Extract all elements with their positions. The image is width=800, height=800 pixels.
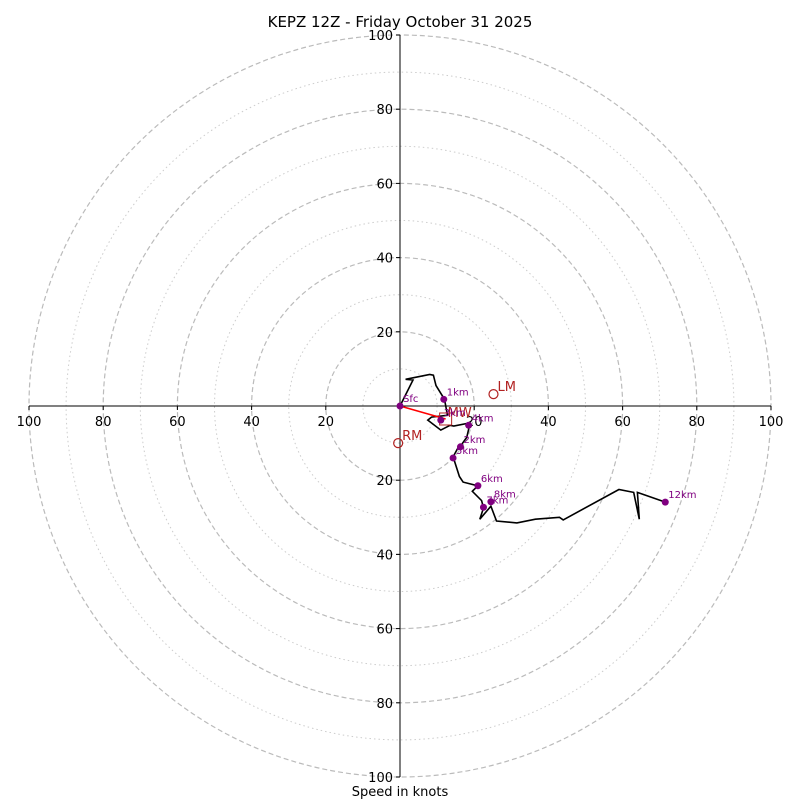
storm-motion-label: RM xyxy=(402,429,422,444)
storm-motion-marker xyxy=(488,389,499,400)
y-tick-label: 80 xyxy=(376,103,393,118)
y-tick-label: 40 xyxy=(376,252,393,267)
x-axis-label: Speed in knots xyxy=(352,785,449,800)
height-point xyxy=(437,416,445,424)
height-point-label: 8km xyxy=(494,490,516,501)
height-point-label: 4km xyxy=(472,413,494,424)
x-tick-label: 20 xyxy=(318,415,335,430)
tick-labels: 100 80 60 40 20 20 40 60 80 100100806040202040608… xyxy=(17,29,784,786)
x-tick-label: 80 xyxy=(689,415,706,430)
x-tick-label: 60 xyxy=(614,415,631,430)
mean-wind-label: MW xyxy=(448,406,472,421)
chart-title: KEPZ 12Z - Friday October 31 2025 xyxy=(268,13,533,31)
height-point xyxy=(479,503,487,511)
mean-wind-vector xyxy=(399,405,446,420)
height-point xyxy=(661,498,669,506)
x-tick-label: 40 xyxy=(540,415,557,430)
height-point-label: 6km xyxy=(481,474,503,485)
y-tick-label: 20 xyxy=(376,326,393,341)
height-point-label: 1km xyxy=(447,387,469,398)
y-tick-label: 100 xyxy=(368,771,393,786)
y-tick-label: 40 xyxy=(376,548,393,563)
height-point xyxy=(487,498,495,506)
height-point-label: 5km xyxy=(456,446,478,457)
x-tick-label: 100 xyxy=(759,415,784,430)
y-tick-label: 80 xyxy=(376,697,393,712)
x-tick-label: 40 xyxy=(243,415,260,430)
storm-motion-label: LM xyxy=(497,380,515,395)
x-tick-label: 100 xyxy=(17,415,42,430)
y-tick-label: 60 xyxy=(376,177,393,192)
x-tick-label: 60 xyxy=(169,415,186,430)
height-point xyxy=(449,454,457,462)
height-point xyxy=(474,482,482,490)
height-point xyxy=(440,395,448,403)
height-point-label: 7km xyxy=(486,495,508,506)
x-tick-label: 80 xyxy=(95,415,112,430)
height-point-label: 3km xyxy=(444,408,466,419)
y-tick-label: 60 xyxy=(376,623,393,638)
height-point-label: 2km xyxy=(463,435,485,446)
y-tick-label: 100 xyxy=(368,29,393,44)
height-point-label: 12km xyxy=(668,490,696,501)
height-point xyxy=(396,402,404,410)
height-point xyxy=(456,443,464,451)
height-point xyxy=(465,421,473,429)
storm-motion-marker xyxy=(393,438,404,449)
hodograph-trace xyxy=(399,373,666,524)
height-point-label: Sfc xyxy=(403,394,418,405)
y-tick-label: 20 xyxy=(376,474,393,489)
